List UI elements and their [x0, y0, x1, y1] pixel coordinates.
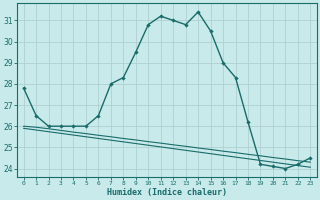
X-axis label: Humidex (Indice chaleur): Humidex (Indice chaleur) [107, 188, 227, 197]
